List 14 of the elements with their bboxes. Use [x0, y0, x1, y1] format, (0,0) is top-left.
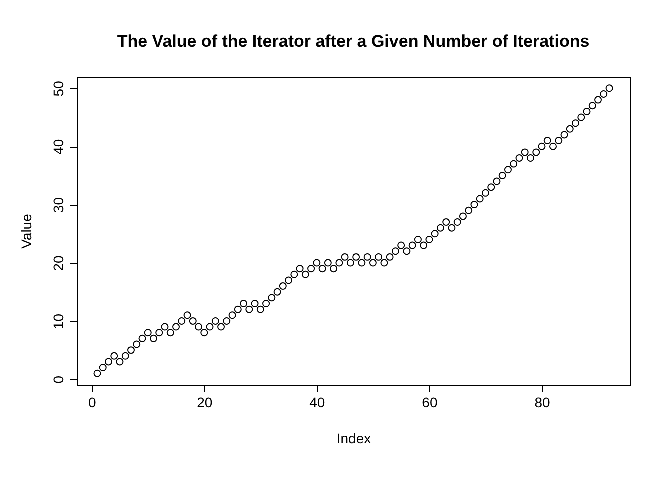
- y-tick-label: 20: [50, 256, 66, 272]
- x-axis-title: Index: [336, 430, 372, 446]
- x-tick-label: 40: [310, 394, 326, 410]
- y-tick-label: 10: [50, 314, 66, 330]
- x-tick-label: 20: [197, 394, 213, 410]
- y-tick-label: 40: [50, 139, 66, 155]
- y-tick-label: 0: [50, 376, 66, 384]
- x-tick-label: 80: [534, 394, 550, 410]
- y-tick-label: 50: [50, 80, 66, 97]
- chart-title: The Value of the Iterator after a Given Number of Iterations: [117, 32, 590, 51]
- y-tick-label: 30: [50, 197, 66, 214]
- y-axis-title: Value: [18, 214, 34, 249]
- x-tick-label: 0: [88, 394, 96, 410]
- x-tick-label: 60: [422, 394, 438, 410]
